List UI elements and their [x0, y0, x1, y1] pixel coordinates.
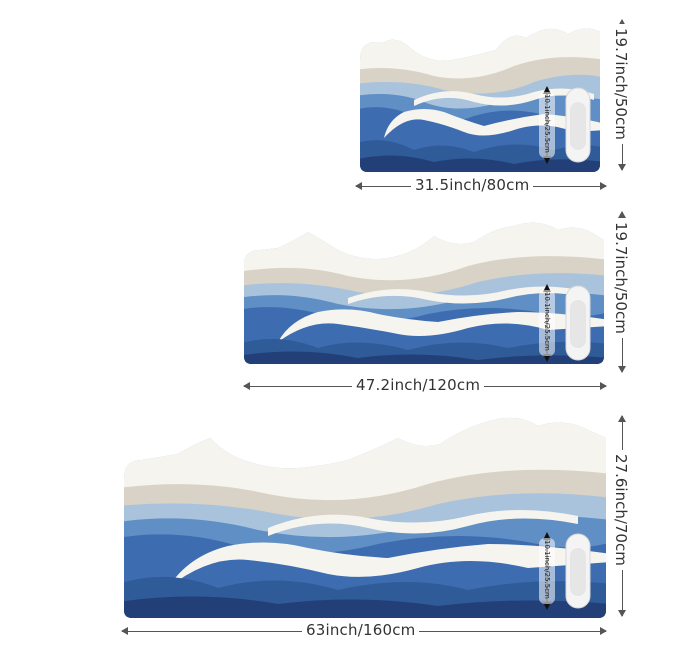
rug-large [118, 408, 612, 624]
height-label-medium: 19.7inch/50cm [612, 218, 630, 338]
shoe-length-label: 10.1inch/25.5cm [543, 540, 551, 599]
rug-medium [238, 210, 610, 370]
shoe-length-label: 10.1inch/25.5cm [543, 292, 551, 351]
shoe-length-label: 10.1inch/25.5cm [543, 94, 551, 153]
height-label-large: 27.6inch/70cm [612, 450, 630, 570]
rug-medium-image [244, 222, 604, 364]
slipper-pair-icon [537, 284, 597, 368]
rug-large-image [124, 417, 606, 619]
slipper-pair-icon [537, 86, 597, 170]
width-label-large: 63inch/160cm [302, 621, 420, 639]
width-label-small: 31.5inch/80cm [411, 176, 534, 194]
width-label-medium: 47.2inch/120cm [352, 376, 485, 394]
slipper-pair-icon [537, 532, 597, 616]
height-label-small: 19.7inch/50cm [612, 24, 630, 144]
